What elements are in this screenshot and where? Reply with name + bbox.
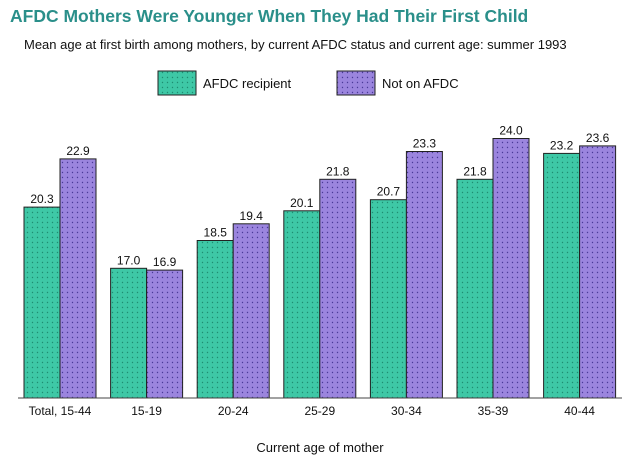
bar-not-afdc-2 [232, 223, 270, 399]
bar-afdc-4 [369, 199, 407, 399]
x-tick-labels-group: Total, 15-44 15-19 20-24 25-29 30-34 35-39 40-… [29, 404, 596, 418]
bar-afdc-1 [110, 267, 148, 399]
value-label-not-afdc-5: 24.0 [499, 124, 523, 138]
bar-not-afdc-1 [146, 269, 184, 399]
value-label-not-afdc-3: 21.8 [326, 164, 350, 178]
chart-title: AFDC Mothers Were Younger When They Had … [10, 6, 529, 26]
value-label-afdc-3: 20.1 [290, 196, 314, 210]
value-label-afdc-1: 17.0 [117, 253, 141, 267]
bar-not-afdc-4 [405, 151, 443, 399]
value-label-afdc-6: 23.2 [550, 138, 574, 152]
bar-afdc-6 [543, 152, 581, 399]
legend: AFDC recipient Not on AFDC [157, 70, 459, 96]
bar-afdc-3 [283, 210, 321, 399]
bar-not-afdc-0 [59, 158, 97, 399]
x-tick-label-6: 40-44 [564, 404, 595, 418]
x-tick-label-2: 20-24 [218, 404, 249, 418]
value-label-afdc-5: 21.8 [463, 164, 487, 178]
value-label-afdc-0: 20.3 [30, 192, 54, 206]
x-tick-label-5: 35-39 [478, 404, 509, 418]
bar-afdc-2 [196, 240, 234, 399]
legend-label-afdc-recipient: AFDC recipient [203, 76, 292, 91]
x-tick-label-1: 15-19 [131, 404, 162, 418]
bar-not-afdc-6 [579, 145, 617, 399]
value-labels-group: 20.3 22.9 17.0 16.9 18.5 19.4 20.1 21.8 20.7 23.3… [30, 124, 609, 270]
value-label-afdc-2: 18.5 [204, 226, 228, 240]
x-axis-label: Current age of mother [256, 440, 384, 455]
value-label-not-afdc-2: 19.4 [240, 209, 264, 223]
bar-afdc-0 [23, 206, 61, 399]
bar-not-afdc-3 [319, 178, 357, 399]
bars-group [23, 138, 617, 399]
value-label-not-afdc-6: 23.6 [586, 131, 610, 145]
bar-not-afdc-5 [492, 138, 530, 399]
chart-subtitle: Mean age at first birth among mothers, b… [24, 37, 567, 52]
value-label-not-afdc-0: 22.9 [66, 144, 90, 158]
legend-label-not-on-afdc: Not on AFDC [382, 76, 459, 91]
bar-afdc-5 [456, 178, 494, 399]
x-tick-label-0: Total, 15-44 [29, 404, 92, 418]
legend-swatch-not-on-afdc [336, 70, 376, 96]
value-label-afdc-4: 20.7 [377, 185, 401, 199]
value-label-not-afdc-1: 16.9 [153, 255, 177, 269]
x-tick-label-4: 30-34 [391, 404, 422, 418]
value-label-not-afdc-4: 23.3 [413, 137, 437, 151]
legend-swatch-afdc-recipient [157, 70, 197, 96]
x-tick-label-3: 25-29 [304, 404, 335, 418]
